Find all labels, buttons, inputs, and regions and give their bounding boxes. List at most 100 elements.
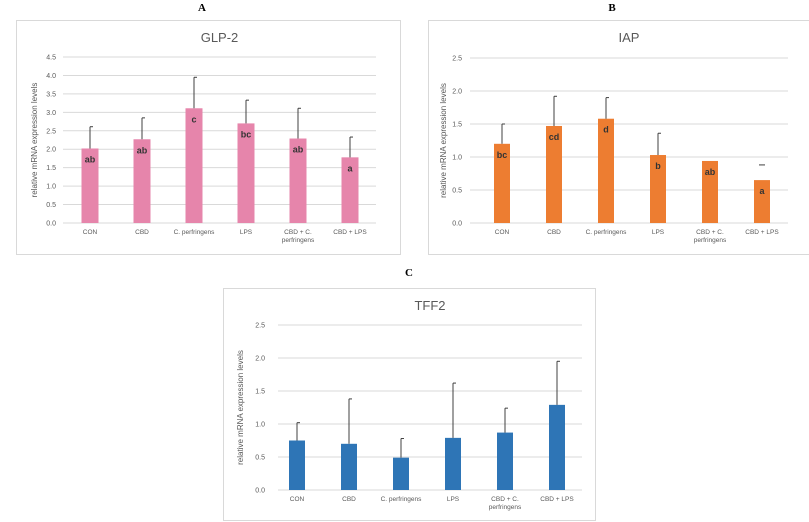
- significance-label: d: [603, 125, 609, 135]
- bar: [133, 139, 151, 223]
- x-category-label-line: CBD: [135, 229, 149, 236]
- x-category-label-line: CON: [495, 229, 510, 236]
- significance-label: b: [655, 161, 661, 171]
- x-category-label: CBD: [547, 229, 561, 236]
- bar: [445, 437, 461, 490]
- x-category-label-line: CBD: [342, 496, 356, 503]
- x-category-label-line: perfringens: [282, 237, 315, 244]
- x-category-label-line: CBD + C.: [284, 229, 312, 236]
- bar: [393, 457, 409, 490]
- panel-letter: A: [198, 2, 206, 14]
- x-category-label-line: LPS: [240, 229, 253, 236]
- chart-panel-a: A GLP-2 0.0 0.5 1.0 1.5 2.0 2.5 3.0 3.5 4.0 4.5 rela…: [16, 2, 401, 255]
- bar: [598, 118, 614, 223]
- y-tick-label: 2.5: [255, 323, 265, 330]
- panel-letter: C: [405, 267, 413, 279]
- x-category-label-line: CBD + LPS: [333, 229, 367, 236]
- y-tick-label: 3.0: [46, 110, 56, 117]
- chart-frame: [428, 20, 809, 255]
- x-category-label-line: CBD + LPS: [540, 496, 574, 503]
- significance-label: a: [759, 186, 765, 196]
- y-tick-label: 2.0: [255, 356, 265, 363]
- y-tick-label: 0.5: [255, 455, 265, 462]
- y-tick-label: 4.0: [46, 73, 56, 80]
- significance-label: bc: [241, 129, 252, 139]
- bar: [497, 432, 513, 490]
- x-category-label-line: perfringens: [489, 504, 522, 511]
- y-tick-label: 1.5: [255, 389, 265, 396]
- y-tick-label: 0.0: [255, 488, 265, 495]
- x-category-label: CBD + LPS: [333, 229, 367, 236]
- x-category-label: CON: [290, 496, 305, 503]
- x-category-label-line: CON: [83, 229, 98, 236]
- x-category-label: CON: [495, 229, 510, 236]
- significance-label: a: [347, 163, 353, 173]
- y-tick-label: 0.5: [46, 202, 56, 209]
- y-tick-label: 3.5: [46, 91, 56, 98]
- y-tick-label: 2.0: [46, 147, 56, 154]
- significance-label: ab: [293, 145, 304, 155]
- y-tick-label: 1.0: [46, 184, 56, 191]
- x-category-label: LPS: [240, 229, 253, 236]
- significance-label: ab: [705, 167, 716, 177]
- y-axis-label: relative mRNA expression levels: [439, 83, 448, 198]
- bar: [81, 148, 99, 223]
- chart-title: TFF2: [414, 298, 445, 313]
- x-category-label: C. perfringens: [174, 229, 216, 236]
- bar: [185, 108, 203, 223]
- x-category-label: LPS: [652, 229, 665, 236]
- x-category-label-line: CBD + C.: [696, 229, 724, 236]
- significance-label: bc: [497, 150, 508, 160]
- y-tick-label: 0.5: [452, 188, 462, 195]
- y-tick-label: 1.0: [255, 422, 265, 429]
- bar: [549, 404, 565, 490]
- bar: [341, 443, 357, 490]
- x-category-label-line: CON: [290, 496, 305, 503]
- x-category-label: CBD: [342, 496, 356, 503]
- significance-label: c: [191, 114, 196, 124]
- bar: [341, 157, 359, 223]
- x-category-label: C. perfringens: [586, 229, 628, 236]
- x-category-label-line: LPS: [652, 229, 665, 236]
- bar: [546, 125, 562, 223]
- x-category-label: CBD + C. perfringens: [694, 229, 727, 244]
- x-category-label: CON: [83, 229, 98, 236]
- y-tick-label: 4.5: [46, 55, 56, 62]
- x-category-label-line: C. perfringens: [381, 496, 423, 503]
- bar: [702, 160, 718, 223]
- x-category-label-line: C. perfringens: [586, 229, 628, 236]
- significance-label: ab: [85, 154, 96, 164]
- y-tick-label: 2.5: [46, 128, 56, 135]
- x-category-label: LPS: [447, 496, 460, 503]
- x-category-label-line: CBD + C.: [491, 496, 519, 503]
- y-tick-label: 1.5: [46, 165, 56, 172]
- y-axis-label: relative mRNA expression levels: [30, 83, 39, 198]
- x-category-label-line: CBD + LPS: [745, 229, 779, 236]
- significance-label: cd: [549, 132, 560, 142]
- bar: [494, 143, 510, 223]
- x-category-label: CBD + LPS: [745, 229, 779, 236]
- y-tick-label: 2.0: [452, 89, 462, 96]
- y-tick-label: 2.5: [452, 56, 462, 63]
- x-category-label-line: C. perfringens: [174, 229, 216, 236]
- chart-title: GLP-2: [201, 30, 239, 45]
- chart-frame: [223, 288, 596, 521]
- chart-frame: [16, 20, 401, 255]
- y-tick-label: 0.0: [452, 221, 462, 228]
- bar: [650, 155, 666, 223]
- x-category-label: C. perfringens: [381, 496, 423, 503]
- chart-panel-c: C TFF2 0.0 0.5 1.0 1.5 2.0 2.5 relative mRNA exp…: [223, 267, 596, 521]
- bar: [754, 180, 770, 223]
- y-tick-label: 0.0: [46, 221, 56, 228]
- x-category-label: CBD + C. perfringens: [282, 229, 315, 244]
- x-category-label-line: CBD: [547, 229, 561, 236]
- bar: [289, 138, 307, 223]
- y-axis-label: relative mRNA expression levels: [236, 350, 245, 465]
- bar: [237, 123, 255, 223]
- chart-title: IAP: [619, 30, 640, 45]
- x-category-label: CBD: [135, 229, 149, 236]
- x-category-label-line: perfringens: [694, 237, 727, 244]
- chart-panel-b: B IAP 0.0 0.5 1.0 1.5 2.0 2.5 relative mRNA expr…: [428, 2, 809, 255]
- y-tick-label: 1.0: [452, 155, 462, 162]
